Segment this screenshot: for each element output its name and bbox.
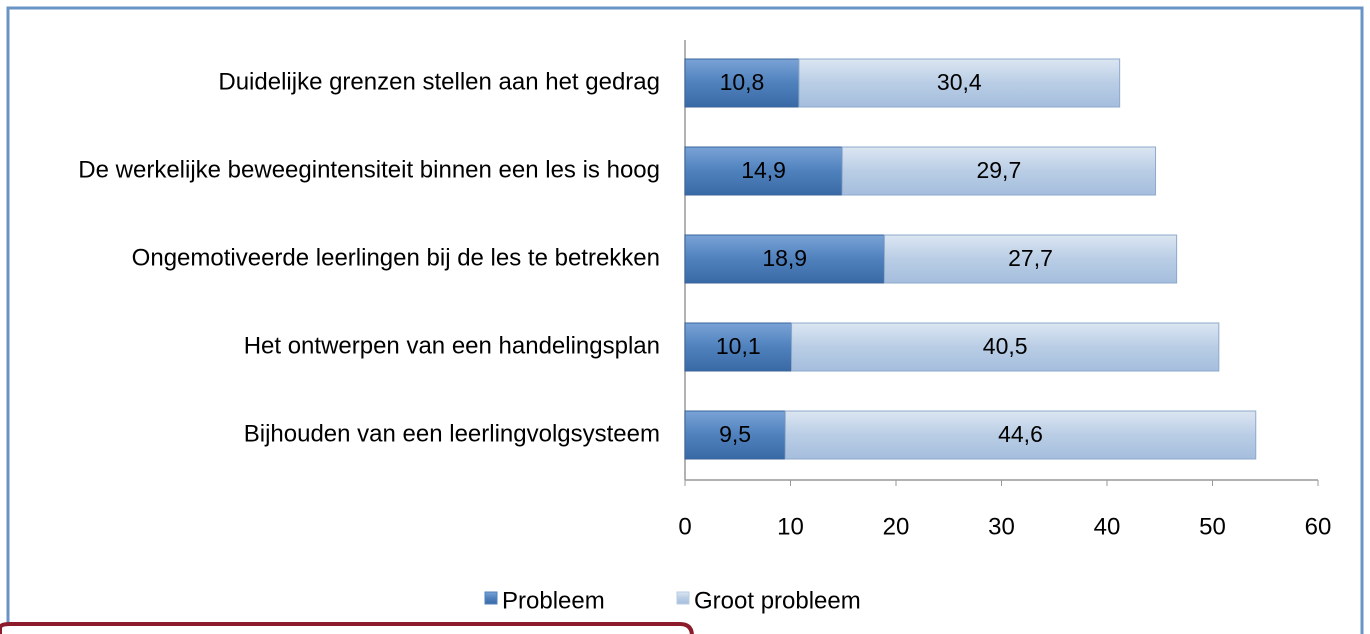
x-tick-label: 30 <box>988 513 1015 540</box>
legend-swatch <box>484 591 498 605</box>
value-label: 18,9 <box>762 245 807 271</box>
value-label: 27,7 <box>1008 245 1053 271</box>
x-tick-label: 0 <box>678 513 691 540</box>
bar-segment <box>798 58 1121 108</box>
bar-segment <box>791 322 1220 372</box>
value-label: 44,6 <box>998 421 1043 447</box>
category-label: De werkelijke beweegintensiteit binnen e… <box>78 156 660 183</box>
bar-segment <box>841 146 1157 196</box>
legend-label: Probleem <box>502 587 605 614</box>
x-tick-label: 50 <box>1199 513 1226 540</box>
value-label: 10,8 <box>720 69 765 95</box>
legend-label: Groot probleem <box>694 587 861 614</box>
value-label: 9,5 <box>719 421 751 447</box>
value-label: 10,1 <box>716 333 761 359</box>
bar-segment <box>684 322 793 372</box>
value-label: 14,9 <box>741 157 786 183</box>
bar-segment <box>684 234 885 284</box>
bar-segment <box>684 410 786 460</box>
x-tick-label: 20 <box>883 513 910 540</box>
value-label: 30,4 <box>937 69 982 95</box>
bar-segment <box>684 58 800 108</box>
overlay-edge <box>0 622 694 634</box>
value-label: 29,7 <box>976 157 1021 183</box>
category-label: Bijhouden van een leerlingvolgsysteem <box>244 420 660 447</box>
category-label: Duidelijke grenzen stellen aan het gedra… <box>218 68 660 95</box>
category-label: Ongemotiveerde leerlingen bij de les te … <box>132 244 660 271</box>
bar-segment <box>684 146 843 196</box>
category-label: Het ontwerpen van een handelingsplan <box>244 332 660 359</box>
bar-segment <box>883 234 1178 284</box>
x-tick-label: 60 <box>1305 513 1332 540</box>
x-tick-label: 40 <box>1094 513 1121 540</box>
legend-swatch <box>676 591 690 605</box>
x-tick-label: 10 <box>777 513 804 540</box>
value-label: 40,5 <box>983 333 1028 359</box>
bar-segment <box>784 410 1257 460</box>
